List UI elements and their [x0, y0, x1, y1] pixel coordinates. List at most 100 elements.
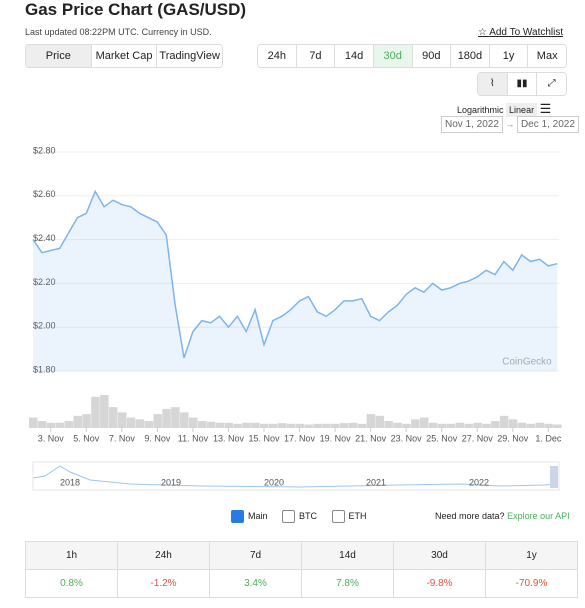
y-tick-label: $2.40	[33, 233, 56, 243]
view-buttons: ⌇ ▮▮ ⤢	[477, 72, 567, 96]
date-from[interactable]: Nov 1, 2022	[441, 116, 503, 133]
range-button[interactable]: 24h	[258, 45, 297, 67]
volume-bar	[215, 422, 225, 428]
y-tick-label: $2.00	[33, 321, 56, 331]
volume-bar	[260, 423, 269, 428]
volume-bar	[126, 417, 136, 428]
value-cell: 3.4%	[209, 569, 302, 598]
volume-bar	[526, 423, 536, 428]
volume-bar	[544, 423, 553, 428]
api-link[interactable]: Explore our API	[507, 511, 570, 521]
volume-bar	[437, 423, 447, 428]
volume-bar	[482, 423, 491, 428]
y-tick-label: $2.20	[33, 277, 56, 287]
header-cell: 1y	[485, 541, 578, 570]
navigator-year: 2018	[60, 477, 80, 487]
price-line	[32, 189, 558, 359]
range-button[interactable]: 14d	[335, 45, 374, 67]
navigator-line	[32, 465, 559, 488]
navigator-year: 2020	[264, 477, 284, 487]
scale-log[interactable]: Logarithmic	[457, 105, 504, 115]
range-button[interactable]: 7d	[297, 45, 336, 67]
volume-bar	[357, 423, 367, 428]
date-to[interactable]: Dec 1, 2022	[516, 116, 579, 133]
price-area	[33, 191, 558, 371]
navigator-year: 2019	[161, 477, 181, 487]
navigator-handle[interactable]	[550, 466, 558, 488]
range-button[interactable]: Max	[536, 50, 558, 62]
x-tick-label: 5. Nov	[73, 433, 100, 443]
legend-main[interactable]: Main	[248, 510, 268, 521]
volume-bar	[508, 419, 518, 428]
volume-bar	[402, 423, 411, 428]
x-tick-label: 29. Nov	[497, 433, 529, 443]
x-tick-label: 13. Nov	[213, 433, 245, 443]
volume-bar	[251, 422, 260, 428]
volume-bar	[91, 396, 100, 428]
volume-bar	[171, 407, 180, 428]
volume-bar	[206, 421, 216, 428]
volume-bar	[224, 422, 233, 428]
volume-bar	[73, 415, 82, 428]
volume-bar	[473, 422, 482, 428]
watchlist[interactable]: ☆ Add To Watchlist	[478, 27, 564, 38]
navigator-year: 2021	[366, 477, 386, 487]
header-cell: 24h	[117, 541, 210, 570]
scale-linear[interactable]: Linear	[506, 103, 538, 117]
volume-bar	[366, 414, 376, 428]
volume-bar	[348, 422, 358, 428]
volume-bar	[180, 412, 189, 428]
x-tick-label: 11. Nov	[178, 433, 209, 443]
header-cell: 7d	[209, 541, 302, 570]
tab[interactable]: Price	[26, 45, 92, 67]
fullscreen[interactable]: ⤢	[547, 78, 556, 89]
candle-view[interactable]: ▮▮	[508, 73, 538, 95]
volume-bar	[117, 412, 127, 428]
value-cell: 0.8%	[25, 569, 118, 598]
range-button[interactable]: 30d	[373, 45, 413, 67]
ranges: 24h 7d 14d 30d 90d 180d 1y Max	[257, 44, 567, 68]
volume-bar	[535, 422, 544, 428]
tab[interactable]: Market Cap	[92, 45, 158, 67]
range-button[interactable]: 1y	[490, 45, 529, 67]
watchlist-label[interactable]: Add To Watchlist	[489, 27, 564, 38]
line-view[interactable]: ⌇	[478, 73, 508, 95]
volume-bar	[517, 422, 527, 428]
volume-bar	[313, 423, 322, 428]
value-cell: 7.8%	[301, 569, 394, 598]
x-tick-label: 23. Nov	[391, 433, 423, 443]
volume-bar	[428, 422, 438, 428]
range-button[interactable]: 180d	[451, 45, 490, 67]
volume-bar	[419, 417, 429, 428]
x-tick-label: 7. Nov	[109, 433, 136, 443]
volume-bar	[384, 421, 393, 428]
table-header: 1h 24h 7d 14d 30d 1y	[25, 541, 578, 570]
x-tick-label: 19. Nov	[320, 433, 352, 443]
volume-bar	[242, 422, 251, 428]
volume-bar	[464, 423, 473, 428]
volume-bar	[393, 422, 402, 428]
x-tick-label: 17. Nov	[284, 433, 316, 443]
x-tick-label: 21. Nov	[355, 433, 387, 443]
volume-bar	[55, 422, 65, 428]
scale-switch: Logarithmic Linear ☰	[457, 101, 552, 117]
volume-bar	[286, 423, 296, 428]
x-tick-label: 27. Nov	[462, 433, 494, 443]
header-cell: 30d	[393, 541, 486, 570]
legend-eth[interactable]: ETH	[348, 510, 367, 521]
tab[interactable]: TradingView	[159, 50, 220, 62]
volume-bar	[64, 421, 74, 428]
legend-btc[interactable]: BTC	[299, 510, 318, 521]
volume-bar	[153, 414, 162, 428]
range-button[interactable]: 90d	[413, 45, 452, 67]
volume-bar	[304, 424, 313, 428]
volume-bar	[188, 417, 198, 428]
navigator	[32, 461, 560, 491]
navigator-year: 2022	[469, 477, 489, 487]
volume-bar	[108, 407, 118, 428]
x-tick-label: 25. Nov	[426, 433, 458, 443]
volume-bar	[233, 423, 242, 428]
date-range: Nov 1, 2022 → Dec 1, 2022	[441, 116, 579, 133]
